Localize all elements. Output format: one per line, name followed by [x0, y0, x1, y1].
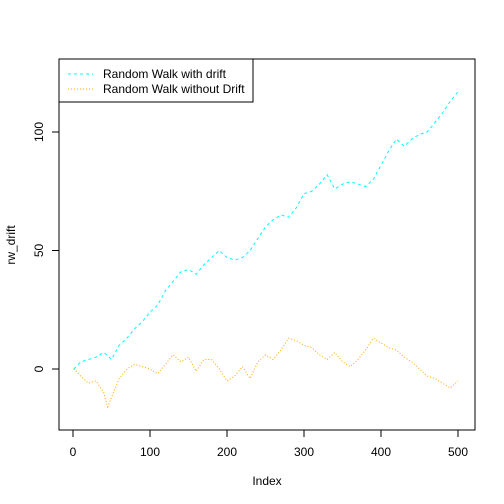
series-layer — [73, 91, 459, 409]
series-line-without-drift — [73, 337, 459, 409]
legend-label-with-drift: Random Walk with drift — [103, 67, 227, 81]
x-tick-label: 300 — [294, 445, 314, 459]
legend-label-without-drift: Random Walk without Drift — [103, 82, 245, 96]
x-tick-label: 500 — [448, 445, 468, 459]
x-axis-label: Index — [252, 474, 281, 488]
y-axis: 0 50 100 — [32, 122, 60, 372]
plot-frame — [58, 58, 476, 431]
x-tick-label: 400 — [371, 445, 391, 459]
y-tick-label: 0 — [32, 365, 46, 372]
legend: Random Walk with drift Random Walk witho… — [58, 58, 254, 103]
y-tick-label: 100 — [32, 122, 46, 142]
y-tick-label: 50 — [32, 244, 46, 258]
x-axis: 0 100 200 300 400 500 — [70, 429, 468, 459]
x-tick-label: 100 — [140, 445, 160, 459]
legend-box — [58, 58, 254, 103]
y-axis-label: rw_drift — [4, 225, 18, 265]
x-tick-label: 200 — [217, 445, 237, 459]
series-line-with-drift — [73, 91, 459, 370]
x-tick-label: 0 — [70, 445, 77, 459]
